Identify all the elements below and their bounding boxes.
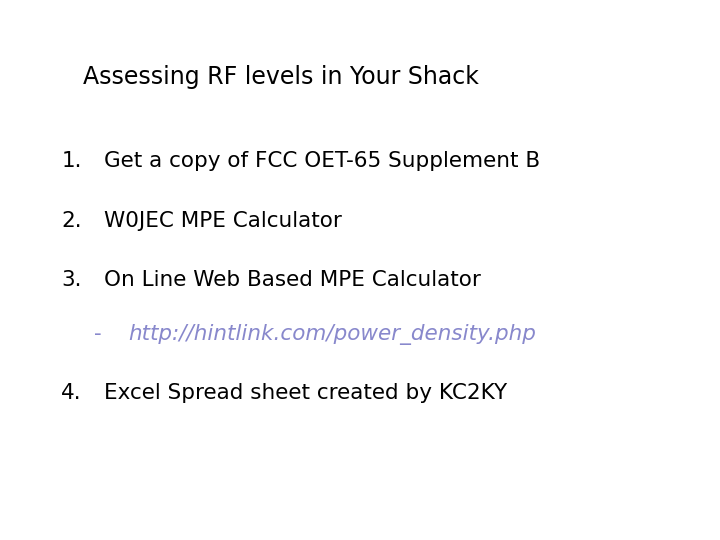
Text: Excel Spread sheet created by KC2KY: Excel Spread sheet created by KC2KY [104,383,508,403]
Text: 3.: 3. [61,270,81,290]
Text: 2.: 2. [61,211,82,231]
Text: http://hintlink.com/power_density.php: http://hintlink.com/power_density.php [128,324,536,345]
Text: 1.: 1. [61,151,81,171]
Text: Get a copy of FCC OET-65 Supplement B: Get a copy of FCC OET-65 Supplement B [104,151,541,171]
Text: 4.: 4. [61,383,82,403]
Text: -: - [94,324,102,344]
Text: Assessing RF levels in Your Shack: Assessing RF levels in Your Shack [83,65,479,89]
Text: W0JEC MPE Calculator: W0JEC MPE Calculator [104,211,342,231]
Text: On Line Web Based MPE Calculator: On Line Web Based MPE Calculator [104,270,481,290]
